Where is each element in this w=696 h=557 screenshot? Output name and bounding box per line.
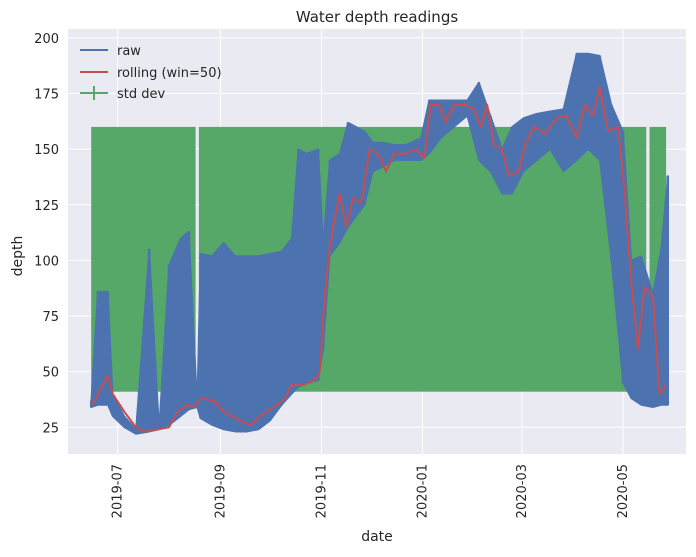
x-tick-label: 2019-07 bbox=[111, 464, 126, 518]
rolling-line bbox=[90, 85, 667, 433]
y-tick-label: 125 bbox=[34, 199, 59, 214]
y-tick-label: 200 bbox=[34, 32, 59, 47]
legend: raw rolling (win=50) std dev bbox=[80, 44, 222, 102]
x-tick-label: 2019-11 bbox=[314, 464, 329, 518]
rolling-series bbox=[90, 85, 667, 433]
legend-std-label: std dev bbox=[117, 87, 166, 102]
x-tick-label: 2020-05 bbox=[616, 464, 631, 518]
y-tick-label: 150 bbox=[34, 143, 59, 158]
y-axis-label: depth bbox=[10, 236, 26, 277]
chart-title: Water depth readings bbox=[296, 8, 459, 26]
x-axis-label: date bbox=[361, 529, 393, 545]
x-tick-label: 2019-09 bbox=[213, 464, 228, 518]
x-axis-ticks: 2019-07 2019-09 2019-11 2020-01 2020-03 2020-… bbox=[111, 464, 631, 518]
y-tick-label: 50 bbox=[42, 366, 59, 381]
y-axis-ticks: 25 50 75 100 125 150 175 200 bbox=[34, 32, 59, 436]
y-tick-label: 100 bbox=[34, 254, 59, 269]
x-tick-label: 2020-01 bbox=[416, 464, 431, 518]
legend-rolling-label: rolling (win=50) bbox=[117, 66, 222, 81]
y-tick-label: 25 bbox=[42, 421, 59, 436]
legend-raw-label: raw bbox=[117, 44, 141, 59]
x-tick-label: 2020-03 bbox=[515, 464, 530, 518]
y-tick-label: 75 bbox=[42, 310, 59, 325]
y-tick-label: 175 bbox=[34, 88, 59, 103]
